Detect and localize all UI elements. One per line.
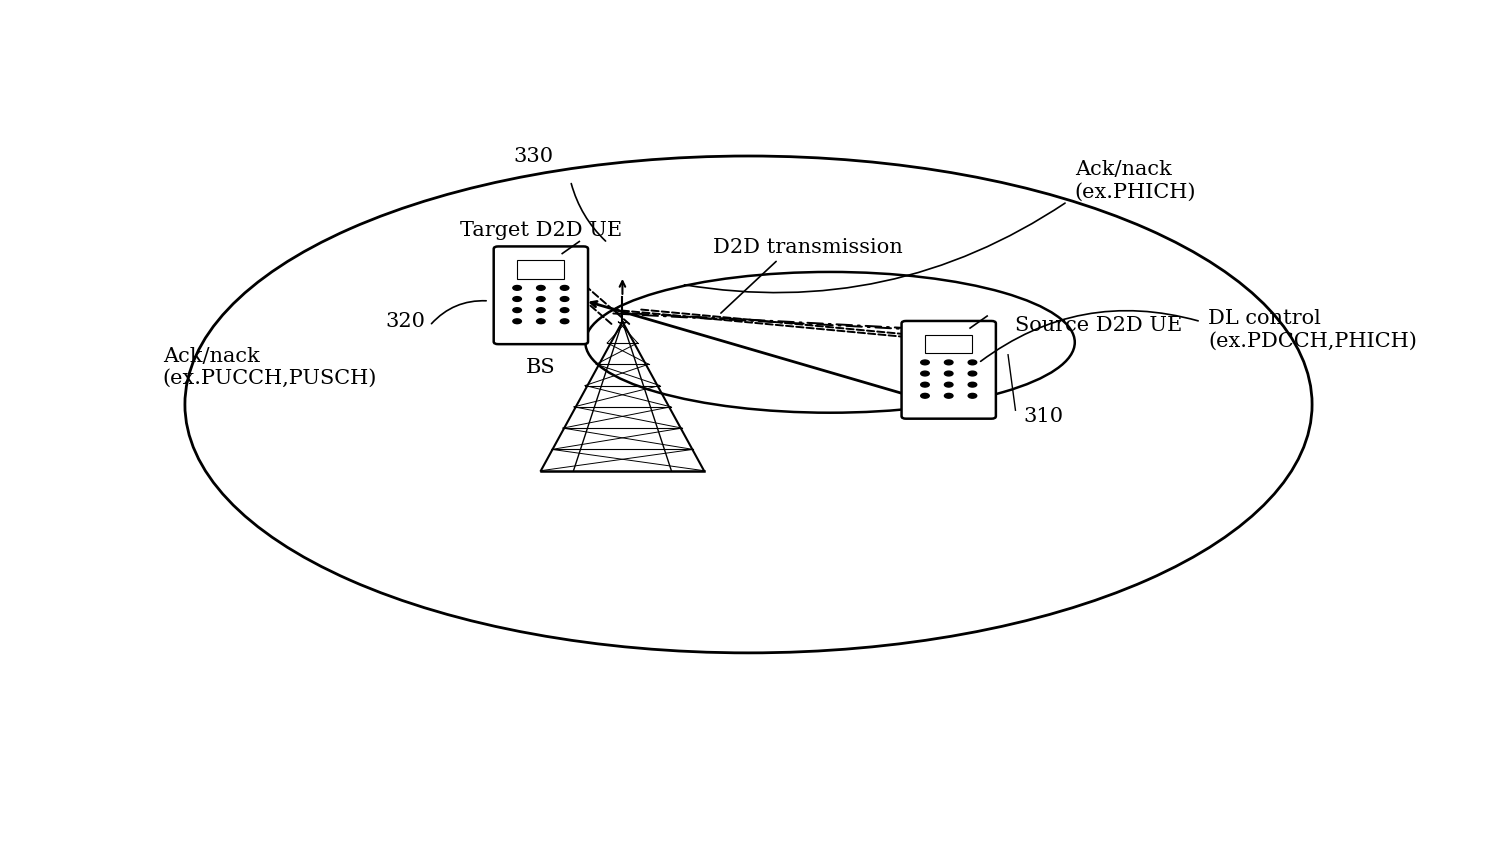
Circle shape xyxy=(969,371,976,376)
Circle shape xyxy=(560,296,569,301)
Circle shape xyxy=(945,393,954,398)
Text: 330: 330 xyxy=(513,147,554,166)
FancyBboxPatch shape xyxy=(901,321,996,418)
Text: Target D2D UE: Target D2D UE xyxy=(460,221,621,240)
Text: Source D2D UE: Source D2D UE xyxy=(1015,317,1183,335)
Text: D2D transmission: D2D transmission xyxy=(713,237,903,257)
Text: 310: 310 xyxy=(1022,408,1063,426)
Text: Ack/nack
(ex.PUCCH,PUSCH): Ack/nack (ex.PUCCH,PUSCH) xyxy=(163,347,377,387)
Circle shape xyxy=(969,360,976,365)
Circle shape xyxy=(536,307,545,312)
Bar xyxy=(518,260,564,279)
Circle shape xyxy=(560,307,569,312)
Circle shape xyxy=(560,285,569,290)
Circle shape xyxy=(536,319,545,323)
Circle shape xyxy=(513,296,521,301)
Text: Ack/nack
(ex.PHICH): Ack/nack (ex.PHICH) xyxy=(1075,160,1196,201)
Circle shape xyxy=(945,360,954,365)
Circle shape xyxy=(513,307,521,312)
FancyBboxPatch shape xyxy=(494,247,588,344)
Circle shape xyxy=(921,371,930,376)
Circle shape xyxy=(921,382,930,387)
Text: BS: BS xyxy=(525,358,555,376)
Bar xyxy=(925,334,972,353)
Circle shape xyxy=(945,382,954,387)
Text: 320: 320 xyxy=(385,312,425,331)
Text: DL control
(ex.PDCCH,PHICH): DL control (ex.PDCCH,PHICH) xyxy=(1208,309,1418,350)
Circle shape xyxy=(513,319,521,323)
Circle shape xyxy=(536,296,545,301)
Circle shape xyxy=(945,371,954,376)
Circle shape xyxy=(560,319,569,323)
Circle shape xyxy=(969,393,976,398)
Circle shape xyxy=(536,285,545,290)
Circle shape xyxy=(921,393,930,398)
Circle shape xyxy=(969,382,976,387)
Circle shape xyxy=(513,285,521,290)
Circle shape xyxy=(921,360,930,365)
